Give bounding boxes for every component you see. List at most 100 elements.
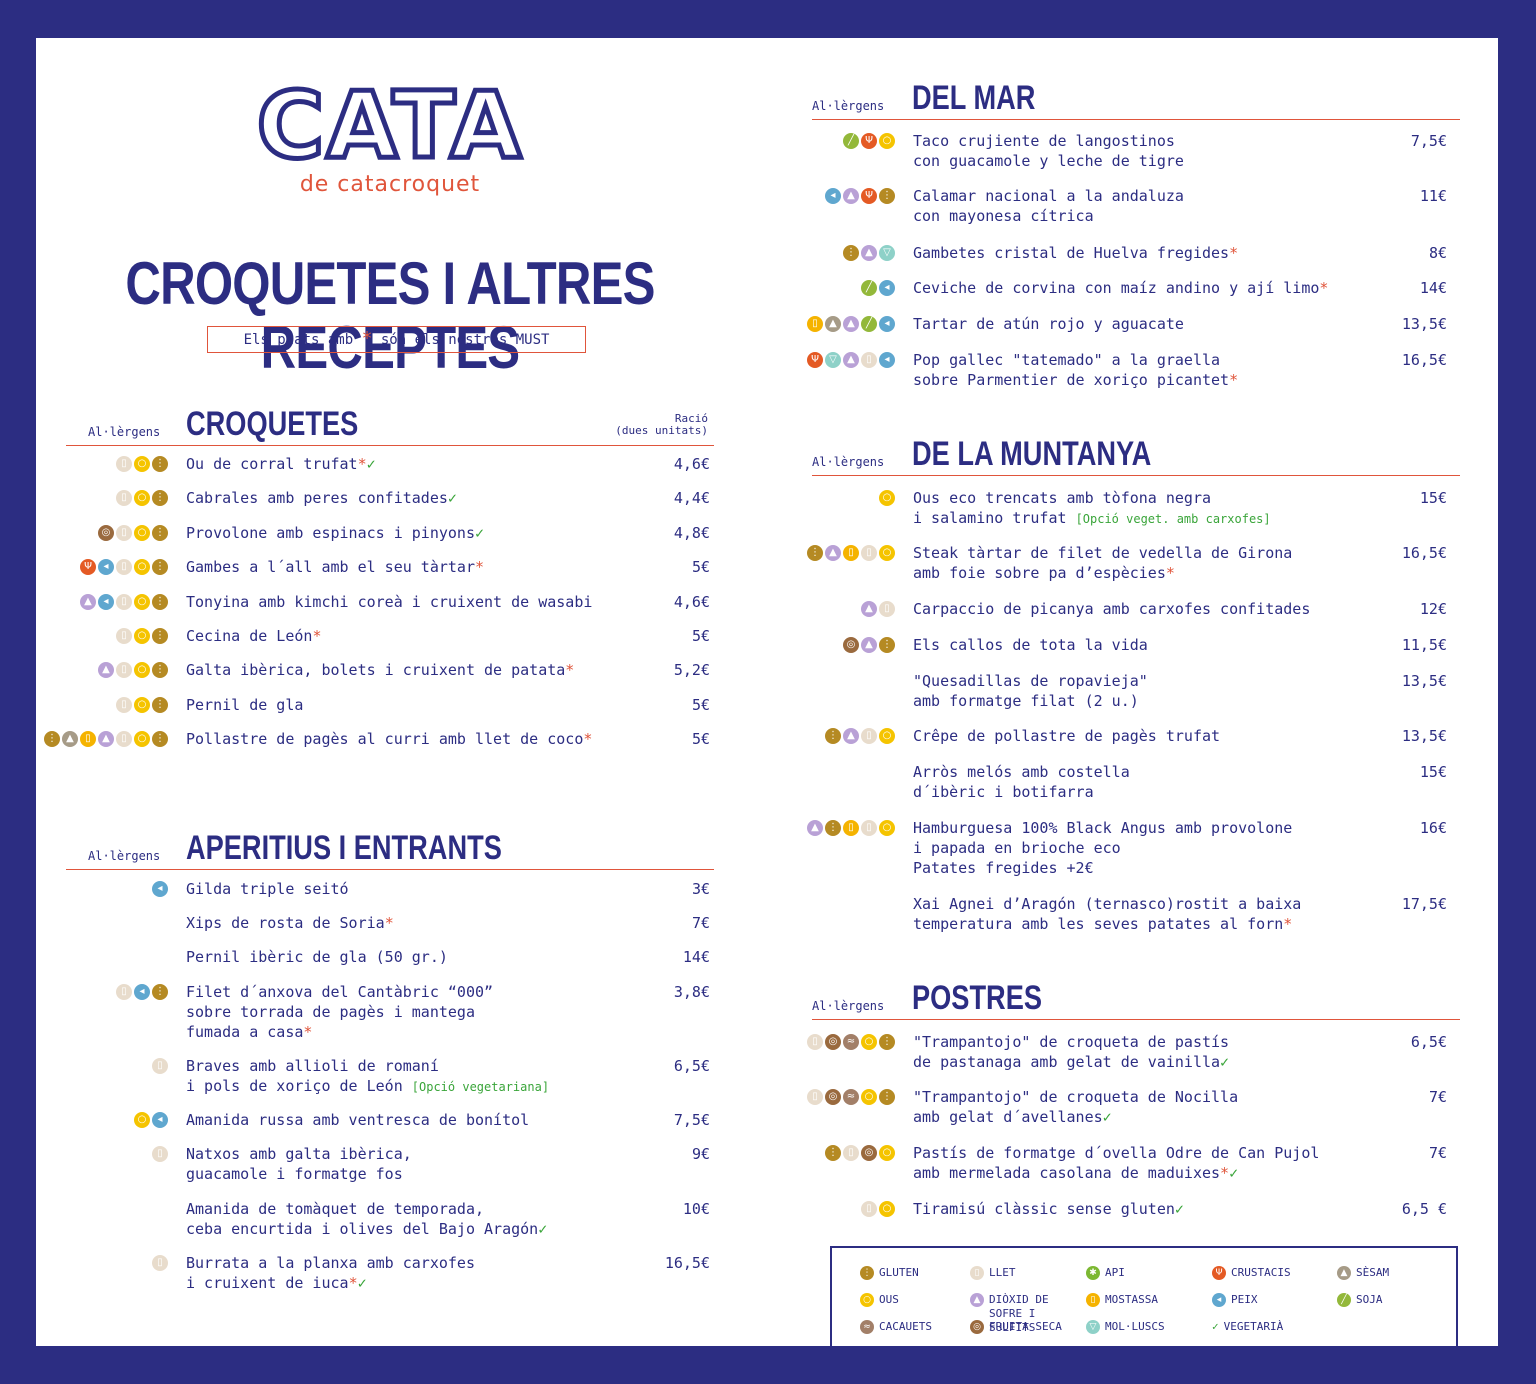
item-name-line: i salamino trufat [913,509,1076,527]
must-star-icon: * [1165,564,1175,582]
gluten-icon: ⋮ [152,524,168,541]
llet-icon: ▯ [843,1145,859,1161]
llet-icon: ▯ [116,628,132,644]
must-star-icon: * [312,627,322,645]
vegetarian-icon: ✓ [538,1220,548,1238]
item-name-line: Tartar de atún rojo y aguacate [913,315,1184,333]
section-title: DE LA MUNTANYA [912,435,1152,473]
legend-label: VEGETARIÀ [1223,1320,1284,1333]
legend-label: DIÒXID DE SOFRE I SULFITS [989,1293,1049,1334]
item-name-line: Xai Agnei d’Aragón (ternasco)rostit a ba… [913,895,1302,913]
vegetarian-icon: ✓ [1220,1053,1230,1071]
dioxid-icon: ▲ [98,662,114,679]
section-del-mar: Al·lèrgens DEL MAR [812,76,1460,120]
allergen-icons: ▯ ○ ⋮ [116,490,168,507]
item-line: Ceviche de corvina con maíz andino y ají… [913,278,1447,298]
item-name-line: Els callos de tota la vida [913,636,1148,654]
menu-item: ▯ Natxos amb galta ibèrica, guacamole i fo… [152,1144,710,1184]
item-price: 14€ [1419,279,1447,297]
allergen-icons: ▯ ▲ ▲ ╱ ◂ [807,316,895,332]
allergen-icons: ○ ◂ [134,1112,168,1128]
section-de-la-muntanya: Al·lèrgens DE LA MUNTANYA [812,432,1460,476]
item-line: Natxos amb galta ibèrica, [186,1144,710,1164]
menu-item: ▯ ▲ ▲ ╱ ◂ Tartar de atún rojo y aguacate 13,5€ [807,314,1447,334]
must-star-icon: * [583,730,593,749]
legend-label: PEIX [1231,1293,1258,1306]
item-name-line: Tiramisú clàssic sense gluten [913,1200,1175,1218]
must-star-icon: * [348,1274,358,1292]
must-star-icon: * [384,914,394,932]
item-name-line: i pols de xoriço de León [186,1077,412,1095]
item-line: Carpaccio de picanya amb carxofes confit… [913,599,1447,619]
item-line: Gilda triple seitó [186,879,710,899]
molluscs-icon: ▽ [879,245,895,261]
llet-icon: ▯ [116,696,132,713]
allergen-icons: ▯ ○ [861,1201,895,1217]
item-name: Cabrales amb peres confitades [186,489,448,508]
must-star-icon: * [565,661,575,680]
ous-icon: ○ [879,490,895,506]
allergen-icons: ╱ ◂ [861,280,895,296]
gluten-icon: ⋮ [879,1034,895,1050]
vegetarian-icon: ✓ [447,489,457,508]
allergen-icons: ▯ ◎ ≈ ○ ⋮ [807,1034,895,1050]
item-name-line: Arròs melós amb costella [913,763,1130,781]
allergen-icons: ◎ ▯ ○ ⋮ [98,524,168,541]
menu-item: ⋮ ▲ ▯ ○ Crêpe de pollastre de pagès trufat 13… [825,726,1447,746]
item-name: Galta ibèrica, bolets i cruixent de pata… [186,661,566,680]
item-name-line: amb mermelada casolana de maduixes [913,1164,1221,1182]
section-header: Al·lèrgens DE LA MUNTANYA [812,432,1460,476]
dioxid-icon: ▲ [861,637,877,653]
must-star-icon: * [1229,244,1239,262]
item-line: i cruixent de iuca*✓ [186,1273,710,1293]
crustacis-icon: Ψ [1212,1266,1226,1280]
allergen-icons: ⋮ ▲ ▽ [843,245,895,261]
vegetarian-icon: ✓ [357,1274,367,1292]
mostassa-icon: ▯ [843,545,859,561]
dioxid-icon: ▲ [861,245,877,261]
allergen-icons: Ψ ▽ ▲ ▯ ◂ [807,352,895,368]
item-line: i papada en brioche eco [913,838,1447,858]
llet-icon: ▯ [116,593,132,610]
fruita-icon: ◎ [825,1089,841,1105]
peix-icon: ◂ [98,559,114,576]
item-price: 4,8€ [673,523,710,542]
allergen-icons: ▲ ▯ ○ ⋮ [98,662,168,679]
mostassa-icon: ▯ [80,731,96,748]
must-note-after: són els nostres MUST [380,332,550,348]
allergen-icons: ▯ [152,1058,168,1074]
menu-item: ⋮ ▲ ▯ ▯ ○ Steak tàrtar de filet de vedella de… [807,543,1447,583]
section-header: Al·lèrgens CROQUETES Ració (dues unitats… [66,402,714,446]
must-star-icon: * [1229,371,1239,389]
ous-icon: ○ [134,490,150,507]
item-line: Ous eco trencats amb tòfona negra [913,488,1447,508]
gluten-icon: ⋮ [879,1089,895,1105]
item-line: sobre torrada de pagès i mantega [186,1002,710,1022]
racio-sub: (dues unitats) [615,424,708,437]
soja-icon: ╱ [861,280,877,296]
ous-icon: ○ [879,545,895,561]
item-name-line: Gambetes cristal de Huelva fregides [913,244,1230,262]
item-name-line: Natxos amb galta ibèrica, [186,1145,412,1163]
item-line: Tartar de atún rojo y aguacate [913,314,1447,334]
menu-item: Xips de rosta de Soria* 7€ [186,913,710,933]
item-line: guacamole i formatge fos [186,1164,710,1184]
gluten-icon: ⋮ [152,984,168,1000]
item-name-line: de pastanaga amb gelat de vainilla [913,1053,1221,1071]
item-line: Pop gallec "tatemado" a la graella [913,350,1447,370]
menu-item: ▲ ▯ Carpaccio de picanya amb carxofes conf… [861,599,1447,619]
racio-label: Ració (dues unitats) [615,413,708,437]
item-name: Ou de corral trufat [186,455,358,473]
llet-icon: ▯ [116,490,132,507]
item-price: 7,5€ [673,1111,710,1129]
item-name-line: Pop gallec "tatemado" a la graella [913,351,1221,369]
ous-icon: ○ [134,696,150,713]
sesam-icon: ▲ [825,316,841,332]
allergen-icons: ◎ ▲ ⋮ [843,637,895,653]
fruita-icon: ◎ [825,1034,841,1050]
item-name: Pernil de gla [186,695,304,714]
dioxid-icon: ▲ [843,352,859,368]
item-price: 13,5€ [1401,727,1447,745]
item-name-line: Xips de rosta de Soria [186,914,385,932]
item-line: amb formatge filat (2 u.) [913,691,1447,711]
